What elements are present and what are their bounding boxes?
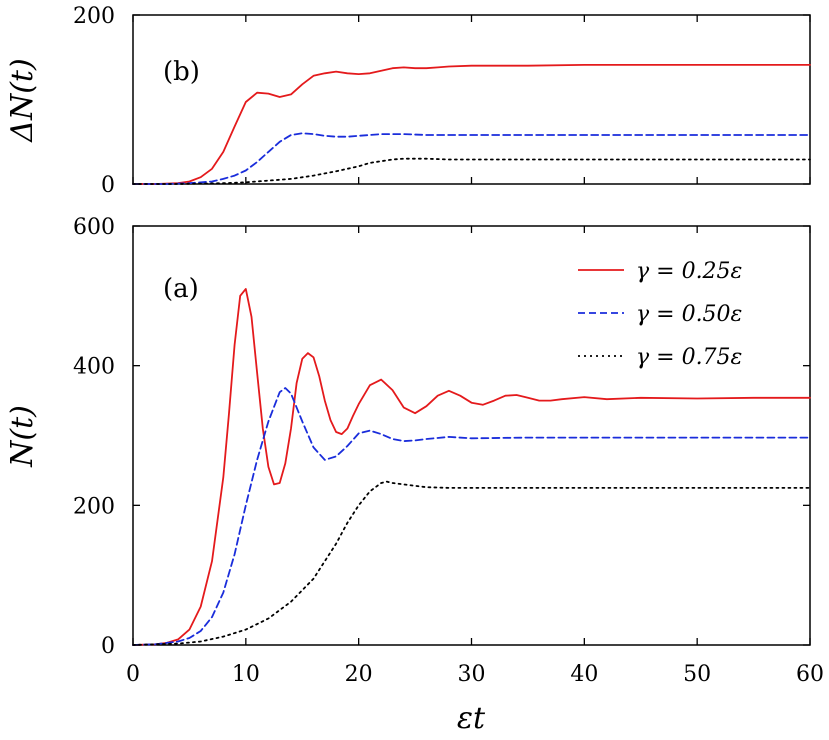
x-tick-label: 40 (570, 662, 598, 687)
panel-a-plot-area (132, 288, 811, 646)
panel-b-y-tick-label: 200 (73, 4, 115, 29)
legend-entry-1: γ = 0.50ε (578, 302, 742, 327)
panel-a-series-line-0 (132, 288, 811, 646)
panel-a-y-axis-title: N(t) (5, 405, 40, 468)
x-tick-label: 60 (796, 662, 824, 687)
x-tick-label: 30 (458, 662, 486, 687)
panel-a-y-tick-label: 600 (73, 215, 115, 240)
panel-b-label: (b) (163, 57, 200, 87)
panel-a-series-line-1 (132, 387, 811, 646)
legend-label-2: γ = 0.75ε (636, 345, 742, 370)
panel-a-frame (132, 225, 811, 646)
legend: γ = 0.25ε γ = 0.50ε γ = 0.75ε (578, 259, 742, 370)
x-tick-label: 20 (345, 662, 373, 687)
panel-a-y-tick-label: 400 (73, 355, 115, 380)
panel-b-ticks: 0 200 (73, 4, 811, 198)
panel-b-y-tick-label: 0 (101, 173, 115, 198)
panel-b-y-axis-title: ΔN(t) (5, 58, 40, 142)
panel-b-series-line-1 (132, 132, 811, 185)
panel-b: 0 200 (b) ΔN(t) (5, 4, 811, 198)
panel-b-series-line-2 (132, 157, 811, 185)
x-axis-title: εt (457, 701, 486, 736)
x-tick-label: 0 (126, 662, 140, 687)
panel-a-series-line-2 (132, 480, 811, 646)
panel-a-y-tick-label: 0 (101, 634, 115, 659)
legend-label-0: γ = 0.25ε (636, 259, 742, 284)
panel-b-plot-area (132, 64, 811, 185)
panel-a-label: (a) (163, 274, 199, 304)
panel-b-series-line-0 (132, 64, 811, 185)
panel-a-y-tick-label: 200 (73, 494, 115, 519)
legend-label-1: γ = 0.50ε (636, 302, 742, 327)
legend-entry-0: γ = 0.25ε (578, 259, 742, 284)
x-tick-label: 10 (232, 662, 260, 687)
x-tick-label: 50 (683, 662, 711, 687)
legend-entry-2: γ = 0.75ε (578, 345, 742, 370)
